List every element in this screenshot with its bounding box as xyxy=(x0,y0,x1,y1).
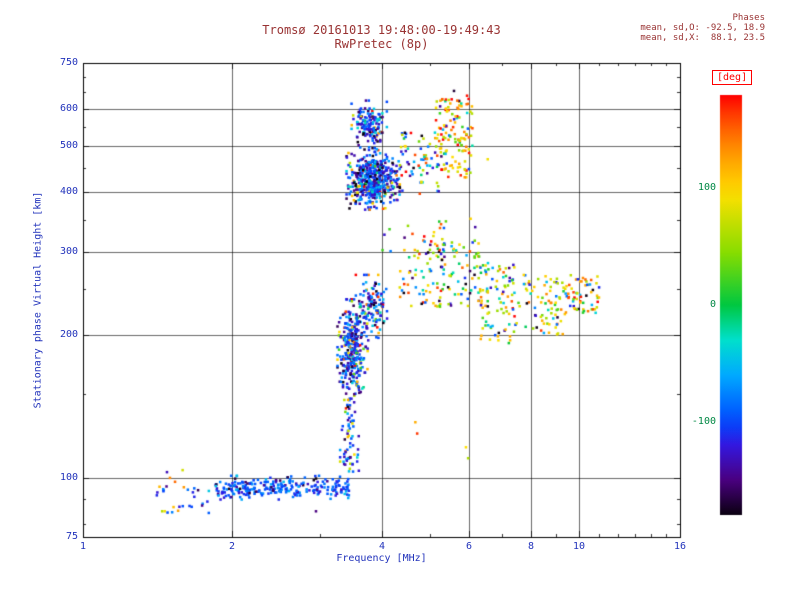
y-tick-300: 300 xyxy=(59,246,78,257)
y-tick-75: 75 xyxy=(65,531,78,542)
y-tick-100: 100 xyxy=(59,472,78,483)
y-tick-200: 200 xyxy=(59,329,78,340)
y-tick-750: 750 xyxy=(59,57,78,68)
colorbar-tick-100: 100 xyxy=(697,182,716,193)
x-tick-8: 8 xyxy=(527,541,535,552)
phase-stats-header: Phases xyxy=(732,13,765,23)
phase-stats-x-mode: mean, sd,X: 88.1, 23.5 xyxy=(640,32,765,43)
x-tick-4: 4 xyxy=(378,541,386,552)
chart-title: Tromsø 20161013 19:48:00-19:49:43 xyxy=(262,23,501,37)
y-axis-label: Stationary phase Virtual Height [km] xyxy=(32,191,44,409)
chart-subtitle: RwPretec (8p) xyxy=(334,37,429,51)
x-tick-16: 16 xyxy=(673,541,687,552)
phase-stats-o-mode: mean, sd,O: -92.5, 18.9 xyxy=(640,22,765,33)
y-tick-600: 600 xyxy=(59,103,78,114)
x-tick-2: 2 xyxy=(228,541,236,552)
x-tick-10: 10 xyxy=(572,541,586,552)
y-tick-500: 500 xyxy=(59,140,78,151)
y-tick-400: 400 xyxy=(59,186,78,197)
phase-stats-block: Phases mean, sd,O: -92.5, 18.9 mean, sd,X:… xyxy=(610,13,765,44)
x-axis-label: Frequency [MHz] xyxy=(336,553,427,564)
colorbar-units-label: [deg] xyxy=(712,70,753,85)
colorbar-tick-0: 0 xyxy=(709,299,716,310)
x-tick-1: 1 xyxy=(79,541,87,552)
x-tick-6: 6 xyxy=(465,541,473,552)
colorbar-tick-neg100: -100 xyxy=(691,416,716,427)
